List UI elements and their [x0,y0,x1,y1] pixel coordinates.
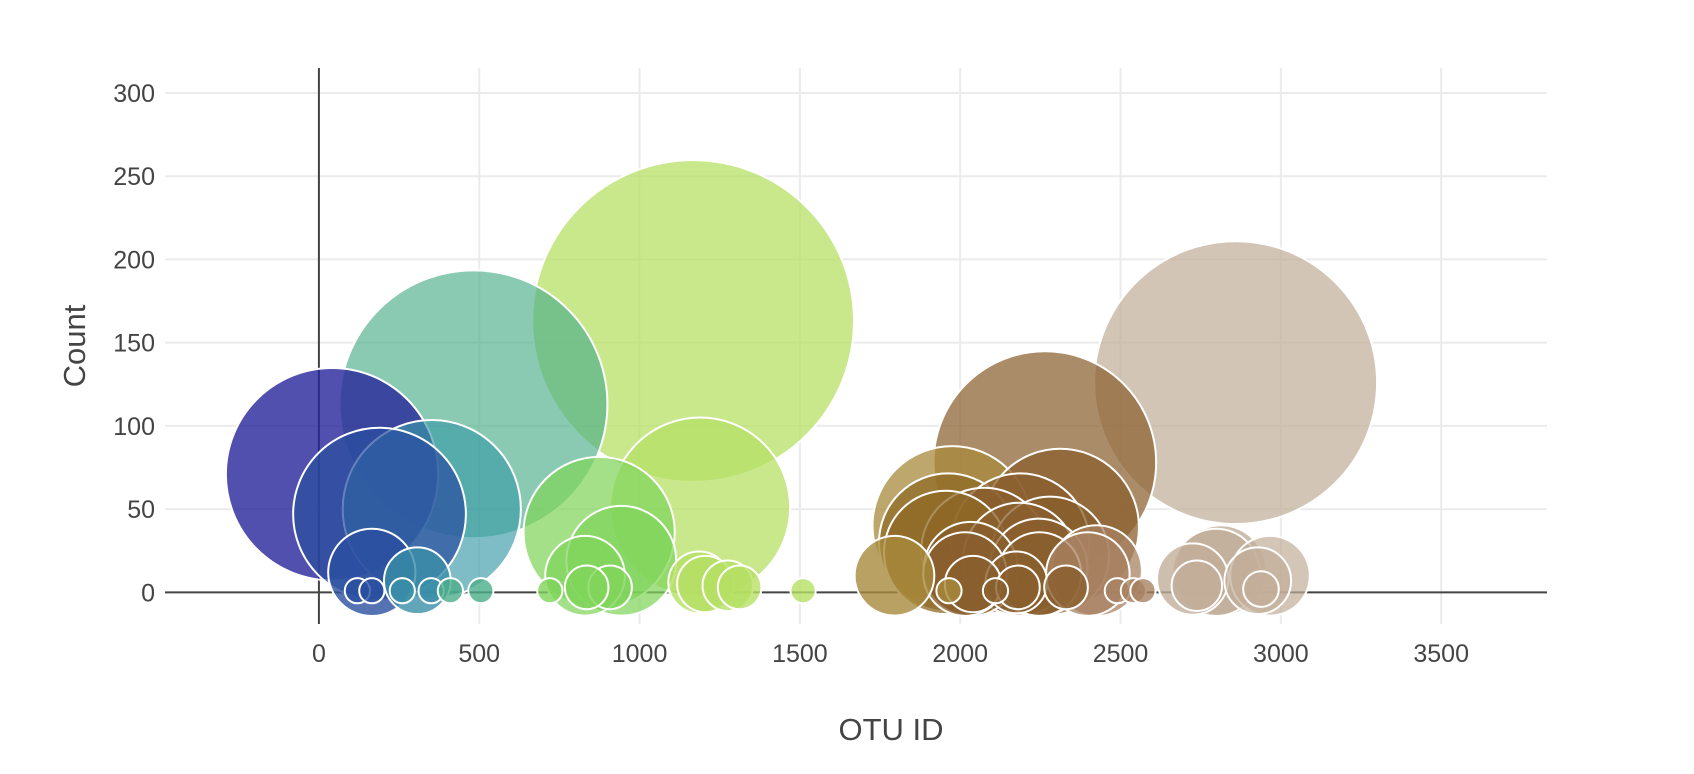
y-tick-label: 100 [113,413,155,441]
bubble-point [563,564,610,611]
bubble-point [1242,570,1280,608]
bubble-point [358,577,386,605]
y-tick-label: 300 [113,80,155,108]
bubble-point [853,534,936,617]
bubble-point [467,577,495,605]
bubble-point [981,577,1010,605]
y-tick-label: 50 [127,496,155,524]
y-tick-label: 0 [141,579,155,607]
x-tick-label: 2000 [932,640,988,668]
bubble-point [536,577,564,605]
bubble-point [935,577,963,605]
y-tick-label: 200 [113,246,155,274]
bubble-point [1170,559,1224,612]
x-tick-label: 3000 [1253,640,1309,668]
y-tick-label: 250 [113,163,155,191]
bubble-point [716,564,763,611]
bubble-point [789,577,817,605]
x-tick-label: 2500 [1093,640,1149,668]
x-tick-label: 3500 [1413,640,1469,668]
bubble-point [1043,564,1089,611]
y-axis-title: Count [57,304,92,387]
y-tick-label: 150 [113,330,155,358]
bubble-point [1129,577,1157,605]
tick-labels: 0 500 1000 1500 2000 2500 3000 3500 0 50 100 150 200… [113,80,1469,668]
bubbles [224,159,1379,618]
bubble-point [388,577,416,605]
x-axis-title: OTU ID [838,712,943,747]
x-tick-label: 1000 [612,640,668,668]
x-tick-label: 500 [458,640,500,668]
x-tick-label: 0 [312,640,326,668]
x-tick-label: 1500 [772,640,828,668]
bubble-point [436,577,464,605]
